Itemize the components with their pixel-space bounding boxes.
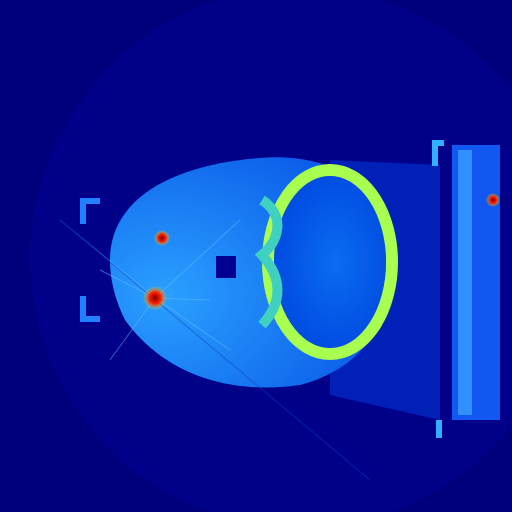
marker	[436, 420, 442, 438]
marker	[80, 198, 100, 224]
metal-artifact	[486, 193, 500, 207]
metal-artifact	[154, 230, 170, 246]
marker	[432, 140, 444, 166]
streaks	[59, 219, 371, 481]
temporal-bone	[254, 195, 283, 329]
airway	[216, 256, 236, 278]
marker	[80, 296, 100, 322]
brain	[274, 176, 386, 348]
metal-artifact	[143, 286, 167, 310]
table-edge	[458, 150, 472, 415]
